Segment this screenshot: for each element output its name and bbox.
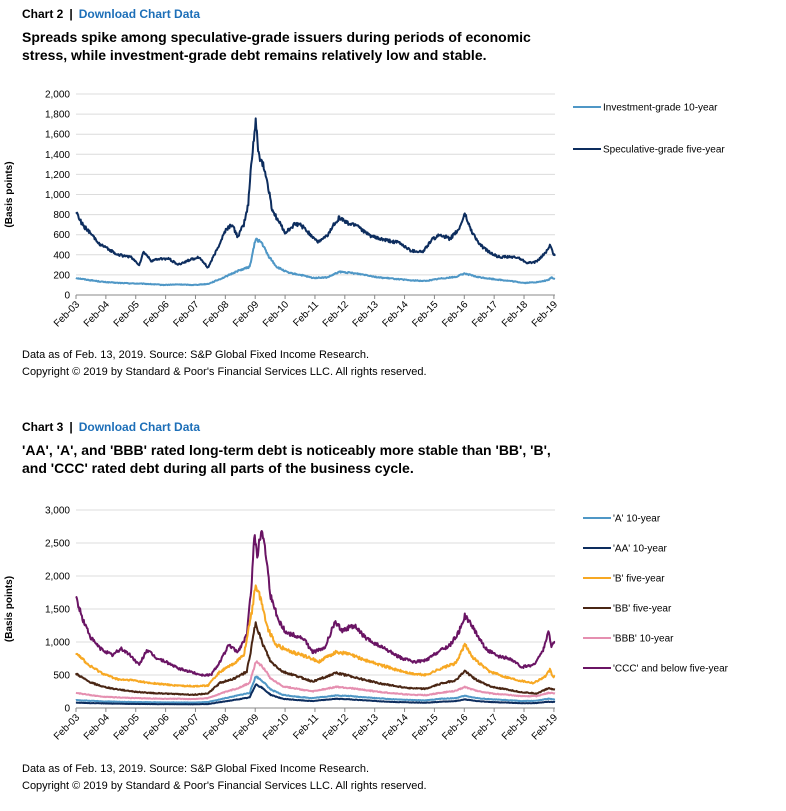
header-separator: | [69,420,73,434]
series-line-a-10-year [75,675,556,704]
x-tick-label: Feb-09 [231,299,261,329]
chart2-download-link[interactable]: Download Chart Data [78,7,201,21]
x-tick-label: Feb-15 [410,712,440,742]
y-tick-label: 600 [53,230,70,241]
x-tick-label: Feb-14 [380,299,410,329]
chart3-section: Chart 3 | Download Chart Data 'AA', 'A', a… [22,419,772,477]
x-tick-label: Feb-17 [470,712,500,742]
y-tick-label: 2,500 [45,539,70,550]
x-tick-label: Feb-19 [530,712,560,742]
x-tick-label: Feb-08 [201,712,231,742]
x-tick-label: Feb-03 [52,299,82,329]
chart3-notes: Data as of Feb. 13, 2019. Source: S&P Gl… [22,761,772,795]
chart2-plot: 0 200 400 600 800 1,000 1,200 1,400 1,600 1,800 2,… [4,90,725,330]
x-tick-label: Feb-06 [142,712,172,742]
legend-label: 'BB' five-year [613,604,672,615]
x-tick-label: Feb-04 [82,299,112,329]
chart3-title: 'AA', 'A', and 'BBB' rated long-term deb… [22,442,551,476]
chart3-source-note: Data as of Feb. 13, 2019. Source: S&P Gl… [22,763,370,775]
y-tick-label: 400 [53,250,70,261]
legend-label: 'CCC' and below five-year [613,664,729,675]
series-line-ccc-and-below-five-year [75,530,556,677]
x-tick-label: Feb-04 [82,712,112,742]
y-tick-label: 1,000 [45,638,70,649]
y-tick-label: 1,200 [45,170,70,181]
x-tick-label: Feb-12 [321,712,351,742]
chart3-header: Chart 3 | Download Chart Data [22,419,772,435]
y-axis-label: (Basis points) [4,576,15,642]
x-tick-label: Feb-12 [321,299,351,329]
chart3-label: Chart 3 [22,420,64,434]
chart2-header: Chart 2 | Download Chart Data [22,6,772,22]
y-tick-label: 1,000 [45,190,70,201]
y-tick-label: 0 [64,291,70,302]
x-tick-label: Feb-07 [171,299,201,329]
chart2-label: Chart 2 [22,7,64,21]
x-tick-label: Feb-13 [351,712,381,742]
series-line-b-five-year [75,584,556,688]
chart3-plot: 0 500 1,000 1,500 2,000 2,500 3,000 (Basis poin… [4,506,729,743]
y-tick-label: 200 [53,270,70,281]
series-line-bbb-10-year [75,660,556,701]
chart3-download-link[interactable]: Download Chart Data [78,420,201,434]
legend-label: 'B' five-year [613,574,665,585]
series-line-aa-10-year [75,683,556,706]
x-tick-label: Feb-05 [112,712,142,742]
y-tick-label: 1,600 [45,130,70,141]
y-tick-label: 3,000 [45,506,70,517]
series-line-investment-grade-10-year [75,237,556,287]
x-tick-label: Feb-15 [410,299,440,329]
x-tick-label: Feb-10 [261,712,291,742]
chart2-section: Chart 2 | Download Chart Data Spreads spik… [22,6,772,64]
legend-label: Speculative-grade five-year [603,145,725,156]
legend-label: Investment-grade 10-year [603,103,718,114]
x-tick-label: Feb-18 [500,299,530,329]
x-tick-label: Feb-05 [112,299,142,329]
x-tick-label: Feb-03 [52,712,82,742]
x-tick-label: Feb-08 [201,299,231,329]
x-tick-label: Feb-14 [380,712,410,742]
x-tick-label: Feb-09 [231,712,261,742]
y-tick-label: 1,400 [45,150,70,161]
chart2-title: Spreads spike among speculative-grade is… [22,29,531,63]
header-separator: | [69,7,73,21]
x-tick-label: Feb-18 [500,712,530,742]
chart3-copyright: Copyright © 2019 by Standard & Poor's Fi… [22,780,427,792]
x-tick-label: Feb-19 [530,299,560,329]
series-line-bb-five-year [74,621,556,696]
y-tick-label: 500 [53,671,70,682]
chart2-source-note: Data as of Feb. 13, 2019. Source: S&P Gl… [22,349,370,361]
x-tick-label: Feb-07 [171,712,201,742]
chart2-copyright: Copyright © 2019 by Standard & Poor's Fi… [22,366,427,378]
series-line-speculative-grade-five-year [75,117,556,269]
x-tick-label: Feb-06 [142,299,172,329]
x-tick-label: Feb-11 [291,712,321,742]
x-tick-label: Feb-11 [291,299,321,329]
legend-label: 'BBB' 10-year [613,634,674,645]
y-axis-label: (Basis points) [4,161,15,227]
x-tick-label: Feb-16 [440,712,470,742]
chart2-notes: Data as of Feb. 13, 2019. Source: S&P Gl… [22,347,772,381]
y-tick-label: 1,800 [45,110,70,121]
y-tick-label: 800 [53,210,70,221]
y-tick-label: 1,500 [45,605,70,616]
y-tick-label: 2,000 [45,572,70,583]
legend-label: 'AA' 10-year [613,544,668,555]
x-tick-label: Feb-13 [351,299,381,329]
y-tick-label: 2,000 [45,90,70,101]
x-tick-label: Feb-16 [440,299,470,329]
x-tick-label: Feb-17 [470,299,500,329]
legend-label: 'A' 10-year [613,514,661,525]
x-tick-label: Feb-10 [261,299,291,329]
y-tick-label: 0 [64,704,70,715]
